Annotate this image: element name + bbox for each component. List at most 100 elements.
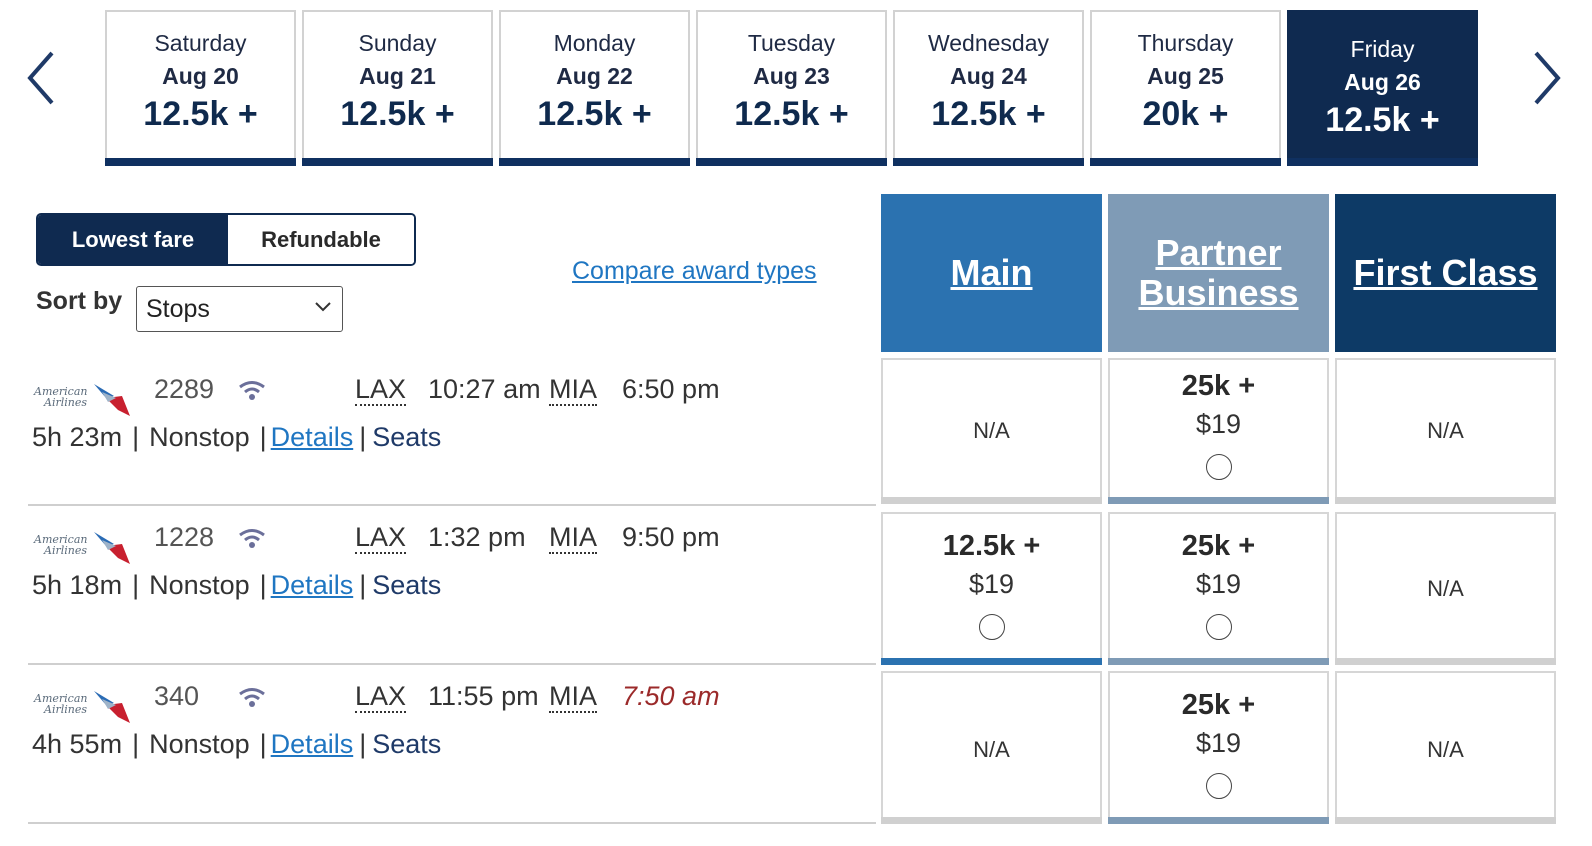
date-tab-price: 20k +: [1142, 95, 1229, 133]
fare-miles: 25k +: [1181, 689, 1256, 721]
date-tab-date: Aug 24: [950, 63, 1027, 89]
american-airlines-logo: American Airlines: [33, 691, 130, 723]
fare-fee: $19: [1195, 569, 1242, 599]
separator: |: [259, 422, 267, 452]
date-tab-aug-26-selected[interactable]: Friday Aug 26 12.5k +: [1287, 10, 1478, 166]
flight-duration: 5h 18m: [32, 570, 123, 600]
fare-miles: 12.5k +: [942, 530, 1041, 562]
previous-dates-icon[interactable]: [22, 48, 62, 108]
fare-cell-main-na: N/A: [881, 358, 1102, 504]
seats-link[interactable]: Seats: [372, 570, 442, 600]
date-tab-day: Tuesday: [747, 30, 836, 56]
date-tab-aug-23[interactable]: Tuesday Aug 23 12.5k +: [696, 10, 887, 166]
wifi-icon: [239, 381, 265, 400]
separator: |: [359, 422, 367, 452]
wifi-icon: [239, 529, 265, 548]
fare-fee: $19: [1195, 409, 1242, 439]
date-tab-price: 12.5k +: [931, 95, 1046, 133]
departure-time: 1:32 pm: [428, 522, 526, 552]
departure-time: 10:27 am: [428, 374, 541, 404]
fare-cell-partner[interactable]: 25k + $19: [1108, 512, 1329, 665]
departure-airport[interactable]: LAX: [355, 681, 407, 713]
separator: |: [359, 570, 367, 600]
departure-airport[interactable]: LAX: [355, 374, 407, 406]
fare-cell-main[interactable]: 12.5k + $19: [881, 512, 1102, 665]
cabin-header-first-class[interactable]: First Class: [1335, 194, 1556, 352]
american-airlines-logo: American Airlines: [33, 384, 130, 416]
separator: |: [132, 729, 140, 759]
fare-type-toggle: Lowest fare Refundable: [36, 213, 416, 266]
cabin-header-main-label: Main: [950, 252, 1033, 293]
seats-link[interactable]: Seats: [372, 729, 442, 759]
fare-cell-first-na: N/A: [1335, 512, 1556, 665]
fare-unavailable: N/A: [973, 418, 1010, 443]
svg-text:Airlines: Airlines: [43, 544, 87, 557]
date-tab-day: Saturday: [154, 30, 247, 56]
next-dates-icon[interactable]: [1526, 48, 1566, 108]
sort-select[interactable]: Stops: [136, 286, 343, 332]
details-link[interactable]: Details: [270, 570, 354, 600]
fare-unavailable: N/A: [973, 737, 1010, 762]
lowest-fare-button[interactable]: Lowest fare: [38, 215, 228, 264]
date-tab-aug-20[interactable]: Saturday Aug 20 12.5k +: [105, 10, 296, 166]
fare-miles: 25k +: [1181, 370, 1256, 402]
flight-duration: 4h 55m: [32, 729, 123, 759]
separator: |: [359, 729, 367, 759]
arrival-airport[interactable]: MIA: [549, 681, 598, 713]
flight-row: American Airlines 1228 LAX 1:32 pm MIA 9…: [28, 516, 876, 664]
separator: |: [259, 570, 267, 600]
fare-select-radio[interactable]: [978, 614, 1005, 640]
date-tab-date: Aug 22: [556, 63, 633, 89]
date-tab-aug-22[interactable]: Monday Aug 22 12.5k +: [499, 10, 690, 166]
fare-cell-first-na: N/A: [1335, 671, 1556, 824]
fare-select-radio[interactable]: [1205, 614, 1232, 640]
fare-miles: 25k +: [1181, 530, 1256, 562]
seats-link[interactable]: Seats: [372, 422, 442, 452]
flight-number: 1228: [154, 522, 215, 552]
date-tab-aug-25[interactable]: Thursday Aug 25 20k +: [1090, 10, 1281, 166]
cabin-header-main[interactable]: Main: [881, 194, 1102, 352]
date-tab-price: 12.5k +: [537, 95, 652, 133]
compare-award-types-link[interactable]: Compare award types: [572, 257, 817, 285]
fare-unavailable: N/A: [1427, 576, 1464, 601]
date-tab-date: Aug 21: [359, 63, 436, 89]
date-strip: Saturday Aug 20 12.5k + Sunday Aug 21 12…: [105, 10, 1478, 166]
departure-time: 11:55 pm: [428, 681, 539, 711]
row-divider: [28, 663, 876, 665]
flight-summary: 4h 55m | Nonstop | Details | Seats: [32, 729, 441, 760]
details-link[interactable]: Details: [270, 422, 354, 452]
cabin-header-first-label: First Class: [1353, 252, 1538, 293]
arrival-time-next-day: 7:50 am: [622, 681, 720, 711]
flight-number: 340: [154, 681, 200, 711]
details-link[interactable]: Details: [270, 729, 354, 759]
date-tab-aug-24[interactable]: Wednesday Aug 24 12.5k +: [893, 10, 1084, 166]
arrival-airport[interactable]: MIA: [549, 374, 598, 406]
fare-cell-first-na: N/A: [1335, 358, 1556, 504]
fare-unavailable: N/A: [1427, 418, 1464, 443]
flight-stops: Nonstop: [149, 729, 250, 759]
date-tab-day: Thursday: [1137, 30, 1234, 56]
fare-unavailable: N/A: [1427, 737, 1464, 762]
fare-cell-partner[interactable]: 25k + $19: [1108, 671, 1329, 824]
row-divider: [28, 504, 876, 506]
separator: |: [132, 570, 140, 600]
fare-select-radio[interactable]: [1205, 773, 1232, 799]
fare-fee: $19: [968, 569, 1015, 599]
row-divider: [28, 822, 876, 824]
cabin-header-partner-business[interactable]: Partner Business: [1108, 194, 1329, 352]
flight-summary: 5h 18m | Nonstop | Details | Seats: [32, 570, 441, 601]
arrival-time: 6:50 pm: [622, 374, 720, 404]
flight-duration: 5h 23m: [32, 422, 123, 452]
date-tab-aug-21[interactable]: Sunday Aug 21 12.5k +: [302, 10, 493, 166]
refundable-button[interactable]: Refundable: [228, 215, 414, 264]
flight-summary: 5h 23m | Nonstop | Details | Seats: [32, 422, 441, 453]
fare-select-radio[interactable]: [1205, 454, 1232, 480]
departure-airport[interactable]: LAX: [355, 522, 407, 554]
cabin-header-partner-line1: Partner: [1155, 232, 1282, 273]
date-tab-date: Aug 26: [1344, 69, 1421, 95]
svg-text:Airlines: Airlines: [43, 703, 87, 716]
arrival-airport[interactable]: MIA: [549, 522, 598, 554]
separator: |: [259, 729, 267, 759]
fare-cell-partner[interactable]: 25k + $19: [1108, 358, 1329, 504]
flight-row: American Airlines 340 LAX 11:55 pm MIA 7…: [28, 675, 876, 823]
